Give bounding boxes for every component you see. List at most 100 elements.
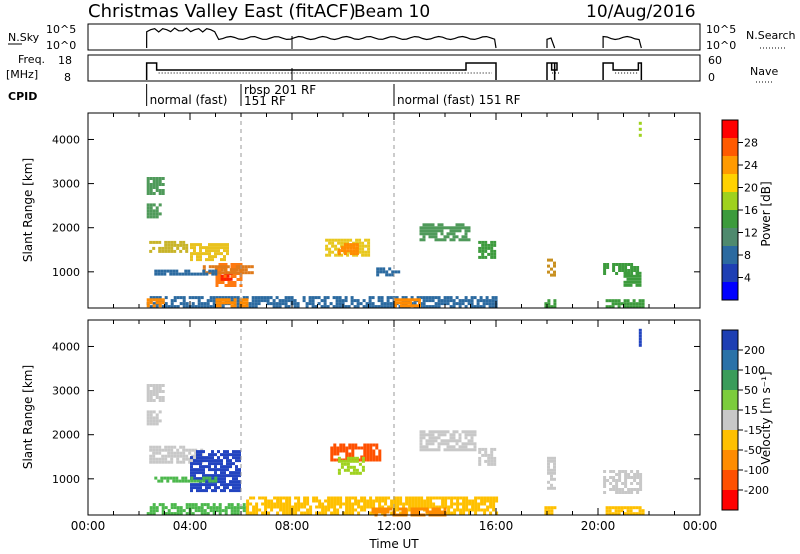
velocity-cell <box>333 508 337 512</box>
power-cell <box>221 263 225 266</box>
velocity-cell <box>544 506 548 510</box>
power-cell <box>409 304 412 308</box>
power-cell <box>437 238 441 242</box>
power-cell <box>167 243 171 247</box>
power-cell <box>226 271 230 275</box>
power-cell <box>226 252 229 256</box>
velocity-cell <box>220 483 223 487</box>
power-cell <box>484 249 488 253</box>
velocity-cell <box>152 460 156 464</box>
velocity-cell <box>236 509 240 513</box>
power-cell <box>413 302 417 306</box>
velocity-cell <box>209 509 213 513</box>
power-cell <box>419 229 423 233</box>
power-cell <box>202 246 205 250</box>
power-cell <box>410 296 414 300</box>
power-cell <box>325 253 329 257</box>
power-cell <box>380 299 384 303</box>
velocity-cell <box>288 505 292 509</box>
power-cell <box>212 305 216 309</box>
velocity-cell <box>161 509 165 513</box>
velocity-cell <box>155 384 159 387</box>
power-cell <box>161 246 165 250</box>
velocity-cell <box>471 508 475 512</box>
power-cell <box>340 249 344 253</box>
power-cell <box>152 215 156 219</box>
power-cell <box>209 296 213 300</box>
power-blob <box>149 240 189 253</box>
velocity-cell <box>426 502 430 506</box>
velocity-cell <box>621 488 625 491</box>
velocity-cell <box>261 496 265 500</box>
velocity-cell <box>330 458 334 462</box>
velocity-cell <box>369 446 373 450</box>
velocity-cell <box>264 496 268 500</box>
velocity-cell <box>205 489 208 493</box>
velocity-cell <box>429 505 433 509</box>
power-cell <box>547 305 551 309</box>
power-cell <box>199 272 203 276</box>
power-cell <box>353 305 357 309</box>
power-cell <box>422 235 426 239</box>
velocity-cell <box>473 448 477 452</box>
power-cell <box>382 267 386 271</box>
velocity-cell <box>612 488 616 491</box>
velocity-cell <box>235 453 238 457</box>
velocity-cell <box>294 502 298 506</box>
power-cell <box>431 296 435 300</box>
power-cell <box>346 250 350 254</box>
power-cell <box>185 249 189 253</box>
velocity-cell <box>279 505 283 509</box>
velocity-cell <box>402 502 406 506</box>
velocity-cell <box>155 393 159 396</box>
velocity-cell <box>550 474 553 478</box>
velocity-cell <box>199 477 202 481</box>
velocity-cell <box>399 496 403 500</box>
power-cell <box>603 266 607 269</box>
power-cell <box>190 272 194 276</box>
power-cell <box>202 265 206 269</box>
power-cell <box>458 229 462 233</box>
velocity-cell <box>624 476 628 479</box>
velocity-cell <box>306 511 310 515</box>
power-cell <box>346 246 350 250</box>
velocity-cell <box>383 510 387 514</box>
power-cell <box>458 238 462 242</box>
velocity-cell <box>258 496 262 500</box>
velocity-cell <box>404 507 408 511</box>
power-cell <box>181 272 185 276</box>
velocity-cell <box>291 505 295 509</box>
velocity-cell <box>431 448 435 452</box>
freq-segment <box>602 62 643 80</box>
velocity-cell <box>232 486 235 490</box>
velocity-cell <box>547 471 550 475</box>
power-cell <box>547 264 550 268</box>
velocity-cell <box>155 451 159 455</box>
velocity-cell <box>155 390 159 393</box>
velocity-cell <box>166 479 170 483</box>
velocity-cell <box>435 505 439 509</box>
velocity-cell <box>414 499 418 503</box>
velocity-cell <box>226 450 229 454</box>
power-colorbar-tick-label: 20 <box>744 182 758 195</box>
velocity-cell <box>375 499 379 503</box>
power-cell <box>227 284 231 287</box>
power-cell <box>245 301 249 305</box>
velocity-cell <box>630 476 634 479</box>
velocity-colorbar-tick-label: -15 <box>744 424 762 437</box>
velocity-cell <box>440 510 444 514</box>
power-cell <box>287 296 291 300</box>
velocity-cell <box>146 390 150 393</box>
velocity-cell <box>471 499 475 503</box>
power-cell <box>221 281 225 284</box>
power-cell <box>425 232 429 236</box>
power-cell <box>358 250 362 254</box>
power-cell <box>227 281 231 284</box>
power-cell <box>233 266 237 269</box>
power-cell <box>484 255 488 259</box>
power-blob <box>190 243 229 262</box>
velocity-cell <box>411 502 415 506</box>
velocity-cell <box>194 454 198 458</box>
velocity-cell <box>285 511 289 515</box>
velocity-cell <box>345 508 349 512</box>
